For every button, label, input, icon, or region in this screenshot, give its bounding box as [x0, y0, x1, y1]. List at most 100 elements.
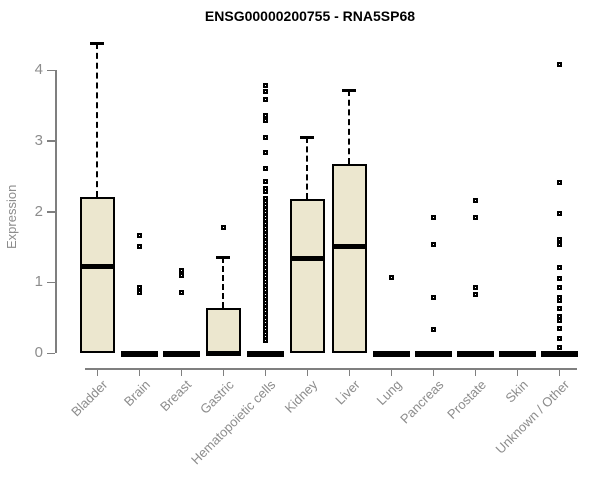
whisker-gastric: [222, 256, 224, 308]
median-liver: [331, 244, 367, 250]
outlier-point-pancreas: [430, 241, 436, 247]
outlier-point-unknown-other: [556, 325, 562, 331]
outlier-point-unknown-other: [556, 305, 562, 311]
x-label-lung: Lung: [373, 377, 405, 409]
zero-bar-pancreas: [415, 350, 452, 357]
x-label-skin: Skin: [502, 377, 531, 406]
outlier-point-prostate: [472, 292, 478, 298]
x-label-liver: Liver: [332, 377, 363, 408]
outlier-point-unknown-other: [556, 275, 562, 281]
outlier-point-hematopoietic-cells: [262, 118, 268, 124]
zero-bar-lung: [373, 350, 410, 357]
outlier-point-prostate: [472, 198, 478, 204]
outlier-point-hematopoietic-cells: [262, 83, 268, 89]
outlier-point-gastric: [220, 225, 226, 231]
x-tick-kidney: [306, 369, 308, 376]
outlier-point-unknown-other: [556, 179, 562, 185]
zero-bar-skin: [499, 350, 536, 357]
x-tick-lung: [390, 369, 392, 376]
outlier-point-hematopoietic-cells: [262, 150, 268, 156]
outlier-point-pancreas: [430, 295, 436, 301]
whisker-kidney: [306, 137, 308, 199]
zero-bar-hematopoietic-cells: [247, 350, 284, 357]
zero-bar-unknown-other: [541, 350, 578, 357]
x-label-gastric: Gastric: [196, 377, 237, 417]
outlier-point-hematopoietic-cells: [262, 88, 268, 94]
median-kidney: [289, 256, 325, 262]
box-liver: [331, 164, 367, 353]
y-tick: [47, 140, 55, 142]
outlier-point-hematopoietic-cells: [262, 97, 268, 103]
outlier-point-lung: [388, 274, 394, 280]
x-label-breast: Breast: [157, 377, 195, 415]
outlier-point-breast: [178, 267, 184, 273]
outlier-point-unknown-other: [556, 211, 562, 217]
whisker-cap-kidney: [300, 136, 314, 140]
outlier-point-unknown-other: [556, 264, 562, 270]
box-bladder: [79, 197, 115, 353]
x-tick-hematopoietic-cells: [264, 369, 266, 376]
outlier-point-unknown-other: [556, 344, 562, 350]
y-tick-label-3: 3: [34, 131, 43, 149]
chart-title: ENSG00000200755 - RNA5SP68: [204, 8, 416, 24]
x-tick-prostate: [474, 369, 476, 376]
outlier-point-unknown-other: [556, 285, 562, 291]
outlier-point-brain: [136, 289, 142, 295]
x-label-kidney: Kidney: [281, 377, 321, 416]
outlier-point-brain: [136, 284, 142, 290]
outlier-point-hematopoietic-cells: [262, 337, 268, 343]
median-bladder: [79, 264, 115, 270]
whisker-liver: [348, 89, 350, 165]
x-tick-pancreas: [432, 369, 434, 376]
y-tick: [47, 69, 55, 71]
x-label-pancreas: Pancreas: [397, 377, 447, 427]
outlier-point-pancreas: [430, 214, 436, 220]
y-tick-label-4: 4: [34, 61, 43, 78]
outlier-point-unknown-other: [556, 298, 562, 304]
zero-bar-brain: [121, 350, 158, 357]
x-label-unknown-other: Unknown / Other: [493, 377, 573, 457]
outlier-point-pancreas: [430, 327, 436, 333]
whisker-cap-gastric: [216, 255, 230, 259]
outlier-point-unknown-other: [556, 335, 562, 341]
x-label-prostate: Prostate: [443, 377, 489, 422]
box-kidney: [289, 198, 325, 353]
outlier-point-hematopoietic-cells: [262, 165, 268, 171]
x-tick-liver: [348, 369, 350, 376]
outlier-point-prostate: [472, 285, 478, 291]
outlier-point-unknown-other: [556, 237, 562, 243]
x-label-bladder: Bladder: [68, 377, 111, 420]
whisker-cap-liver: [342, 88, 356, 92]
x-tick-brain: [138, 369, 140, 376]
outlier-point-brain: [136, 233, 142, 239]
outlier-point-hematopoietic-cells: [262, 179, 268, 185]
outlier-point-prostate: [472, 214, 478, 220]
outlier-point-hematopoietic-cells: [262, 135, 268, 141]
x-tick-skin: [516, 369, 518, 376]
y-axis-line: [55, 70, 57, 353]
zero-bar-breast: [163, 350, 200, 357]
outlier-point-hematopoietic-cells: [262, 113, 268, 119]
x-tick-unknown-other: [558, 369, 560, 376]
zero-bar-prostate: [457, 350, 494, 357]
outlier-point-brain: [136, 244, 142, 250]
y-tick-label-2: 2: [34, 202, 43, 220]
outlier-point-breast: [178, 273, 184, 279]
whisker-cap-bladder: [90, 42, 104, 46]
outlier-point-hematopoietic-cells: [262, 189, 268, 195]
median-gastric: [205, 350, 241, 356]
x-tick-breast: [180, 369, 182, 376]
box-gastric: [205, 307, 241, 353]
y-tick-label-0: 0: [34, 344, 43, 361]
x-axis-line: [85, 368, 577, 370]
outlier-point-breast: [178, 289, 184, 295]
y-tick: [47, 281, 55, 284]
outlier-point-unknown-other: [556, 242, 562, 248]
outlier-point-unknown-other: [556, 317, 562, 323]
outlier-point-unknown-other: [556, 61, 562, 67]
x-tick-bladder: [96, 369, 98, 376]
y-tick: [47, 211, 55, 213]
whisker-bladder: [96, 43, 98, 198]
